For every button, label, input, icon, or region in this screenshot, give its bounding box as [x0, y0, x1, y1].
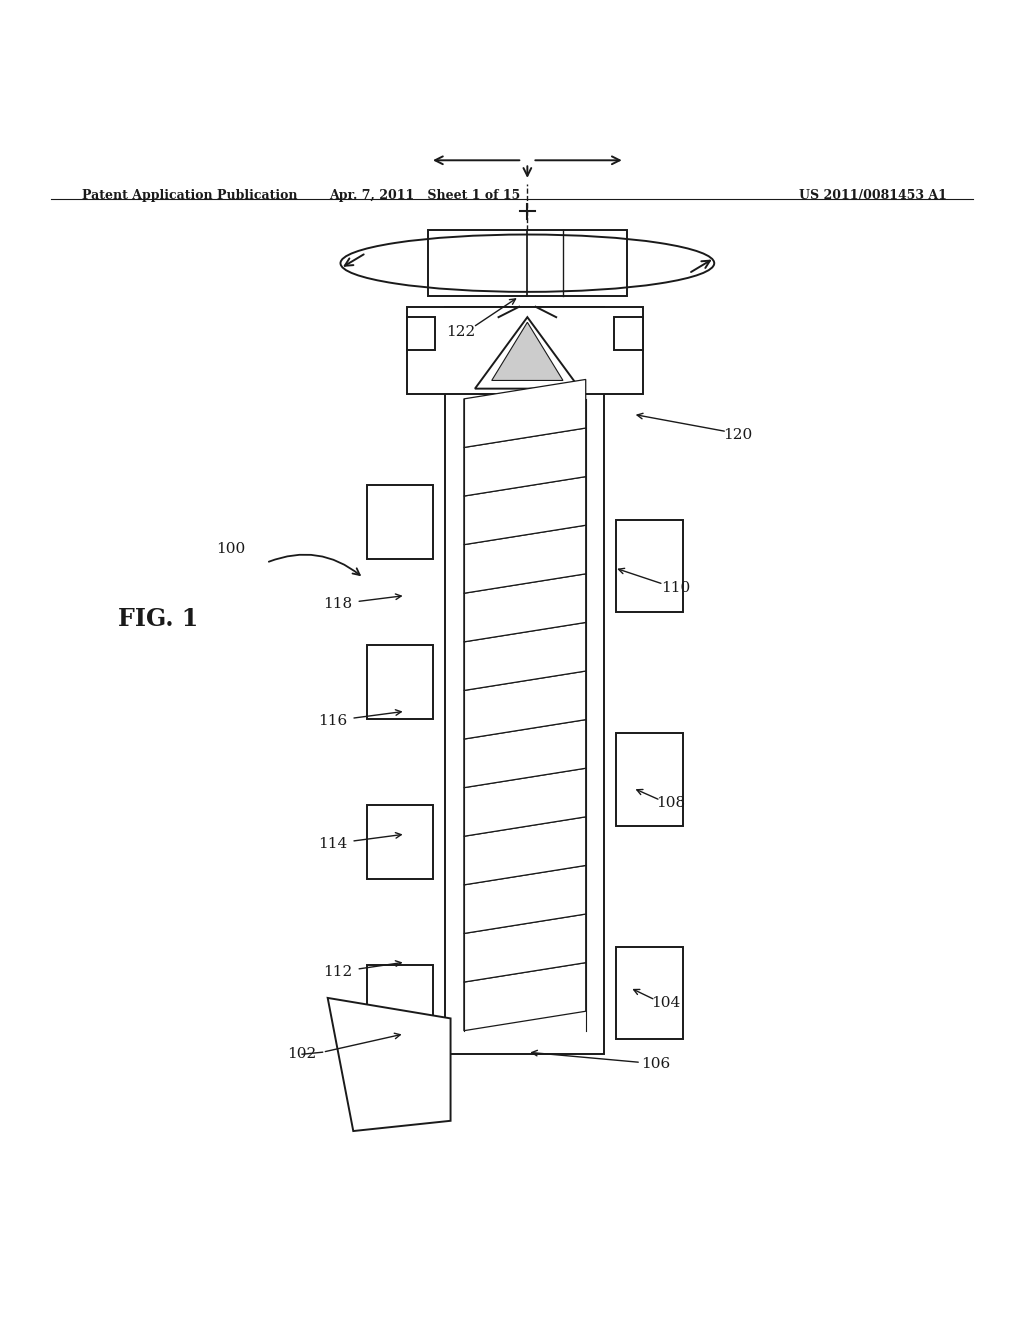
- Text: FIG. 1: FIG. 1: [118, 607, 198, 631]
- Text: 110: 110: [662, 581, 690, 595]
- Text: 122: 122: [446, 325, 475, 339]
- Text: 102: 102: [288, 1047, 316, 1061]
- Bar: [445, 306, 604, 1055]
- Bar: [614, 318, 643, 350]
- Bar: [616, 520, 683, 612]
- Text: 100: 100: [216, 543, 245, 557]
- Text: 116: 116: [318, 714, 347, 729]
- Polygon shape: [492, 322, 563, 380]
- Polygon shape: [464, 866, 586, 933]
- Text: US 2011/0081453 A1: US 2011/0081453 A1: [799, 189, 946, 202]
- Polygon shape: [464, 525, 586, 593]
- Text: Apr. 7, 2011   Sheet 1 of 15: Apr. 7, 2011 Sheet 1 of 15: [330, 189, 520, 202]
- Text: 118: 118: [324, 597, 352, 611]
- Polygon shape: [464, 671, 586, 739]
- Text: 106: 106: [641, 1057, 670, 1072]
- Polygon shape: [464, 962, 586, 1031]
- Polygon shape: [464, 477, 586, 545]
- Polygon shape: [328, 998, 451, 1131]
- Bar: [616, 734, 683, 825]
- Polygon shape: [464, 428, 586, 496]
- Text: 120: 120: [723, 428, 752, 442]
- Polygon shape: [475, 317, 580, 388]
- Text: 108: 108: [656, 796, 685, 810]
- Text: Patent Application Publication: Patent Application Publication: [82, 189, 297, 202]
- Text: 112: 112: [324, 965, 352, 979]
- Polygon shape: [464, 623, 586, 690]
- Polygon shape: [464, 817, 586, 884]
- Polygon shape: [464, 379, 586, 447]
- Bar: [367, 805, 433, 879]
- Bar: [428, 230, 627, 297]
- Text: 104: 104: [651, 997, 680, 1010]
- Bar: [367, 645, 433, 719]
- Text: 114: 114: [318, 837, 347, 851]
- Polygon shape: [464, 574, 586, 642]
- Bar: [616, 946, 683, 1039]
- Bar: [407, 318, 435, 350]
- Bar: [407, 306, 643, 393]
- Bar: [367, 965, 433, 1039]
- Polygon shape: [464, 719, 586, 788]
- Bar: [367, 486, 433, 558]
- Polygon shape: [464, 768, 586, 837]
- Polygon shape: [464, 913, 586, 982]
